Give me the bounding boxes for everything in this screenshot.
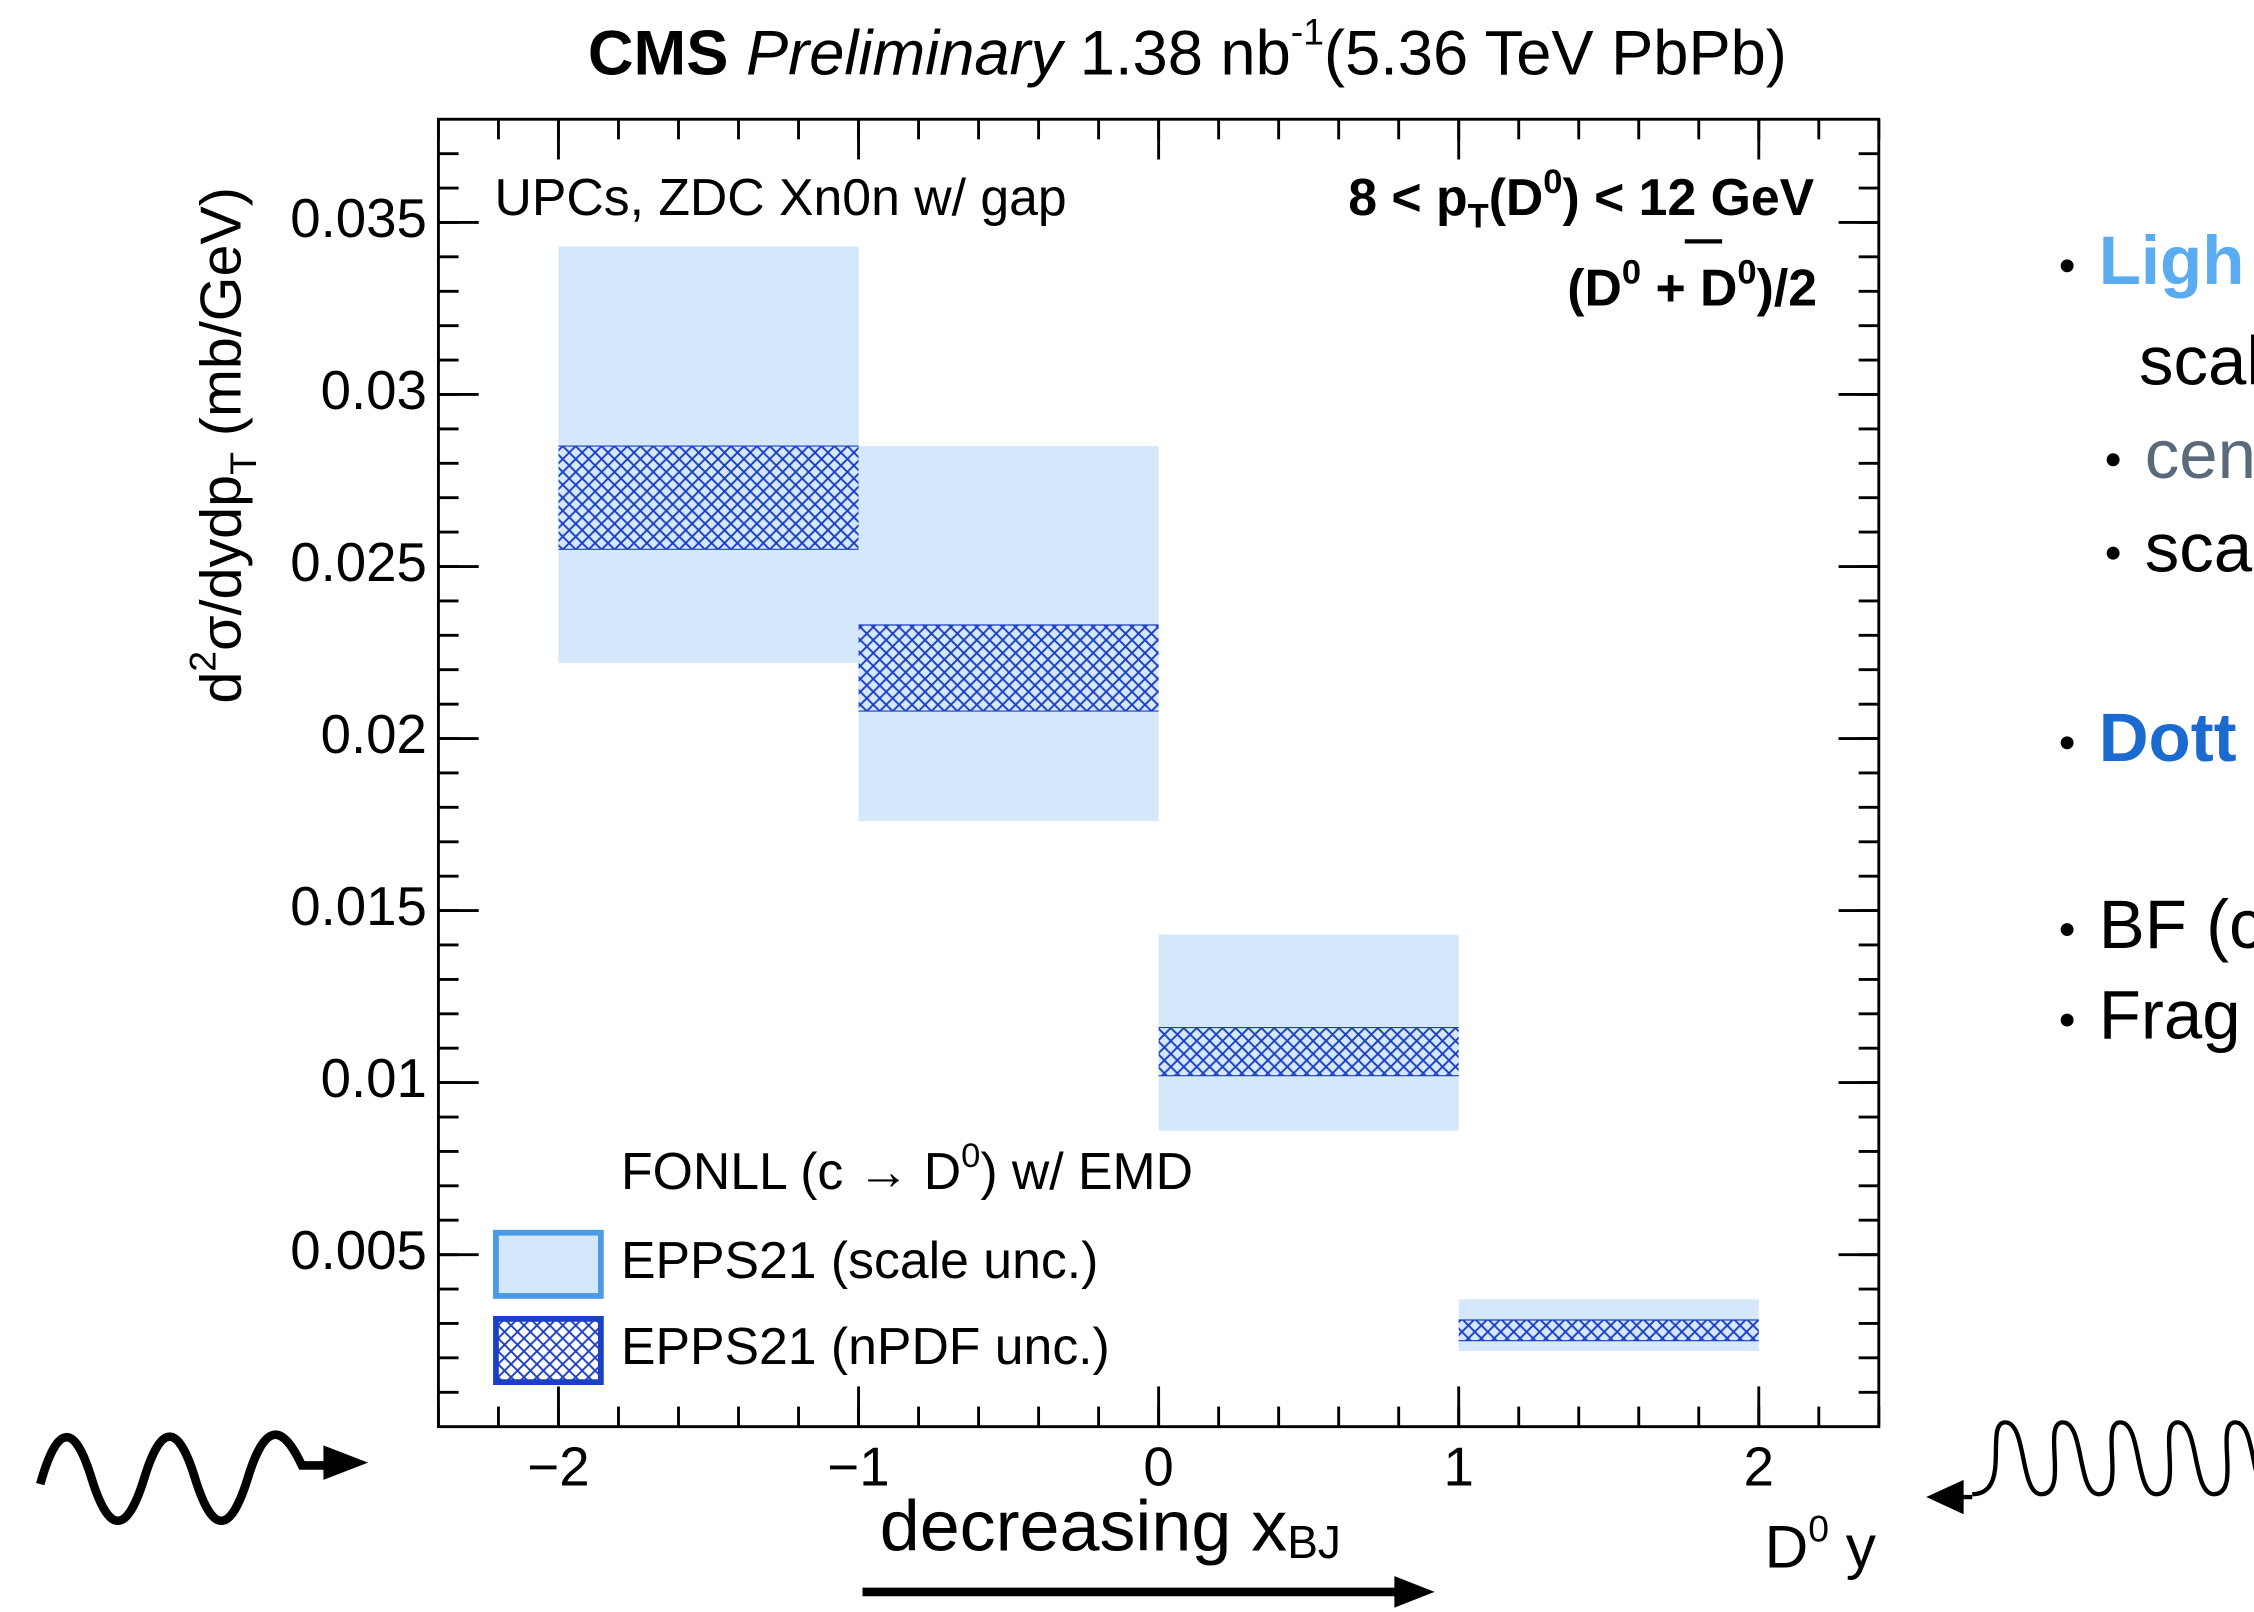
text-part: ) w/ EMD: [980, 1142, 1193, 1200]
y-axis-label: d2σ/dydpT (mb/GeV): [181, 187, 263, 704]
text-part: 0: [1543, 163, 1562, 201]
title-part: Preliminary: [746, 18, 1066, 88]
text-part: T: [1468, 197, 1489, 235]
annotation: decreasing xBJ: [880, 1487, 1341, 1569]
x-axis-label: D0 y: [1765, 1507, 1877, 1580]
text-part: d: [190, 672, 254, 704]
slide-text: Frag: [2099, 976, 2241, 1053]
title-part: (5.36 TeV PbPb): [1324, 18, 1787, 88]
text-part: (D: [1567, 258, 1622, 316]
title-part: 1.38 nb: [1080, 18, 1291, 88]
text-part: 0: [1737, 254, 1756, 292]
y-tick-label: 0.015: [290, 876, 427, 937]
slide-text: cen: [2145, 416, 2254, 493]
photon-icon: [36, 1430, 368, 1525]
slide-text: Ligh: [2099, 222, 2245, 299]
text-part: FONLL (c → D: [621, 1142, 961, 1200]
text-part: 0: [1622, 254, 1641, 292]
text-part: σ/dydp: [190, 475, 254, 651]
npdf-band: [1458, 1319, 1760, 1342]
text-part: (mb/GeV): [190, 187, 254, 452]
npdf-band: [857, 624, 1160, 712]
x-tick-label: −2: [527, 1437, 589, 1498]
y-tick-label: 0.025: [290, 532, 427, 593]
npdf-band: [1158, 1026, 1460, 1077]
x-tick-label: 2: [1744, 1437, 1774, 1498]
bullet: [2106, 546, 2120, 560]
text-part: 8 < p: [1348, 168, 1467, 226]
x-tick-label: 1: [1444, 1437, 1474, 1498]
text-part: D: [1700, 258, 1737, 316]
y-tick-label: 0.01: [321, 1048, 427, 1109]
title-part: -1: [1291, 10, 1324, 52]
legend-title: FONLL (c → D0) w/ EMD: [621, 1137, 1193, 1200]
bullet: [2060, 923, 2074, 937]
slide-text: scale: [2139, 323, 2254, 400]
text-part: +: [1641, 258, 1700, 316]
annotation: UPCs, ZDC Xn0n w/ gap: [495, 168, 1067, 226]
text-part: 0: [1808, 1507, 1829, 1549]
npdf-band: [557, 445, 860, 550]
y-tick-label: 0.03: [321, 360, 427, 421]
legend-label: EPPS21 (nPDF unc.): [621, 1317, 1110, 1375]
annotation: 8 < pT(D0) < 12 GeV: [1348, 163, 1814, 235]
bullet: [2060, 736, 2074, 750]
legend-swatch: [493, 1229, 604, 1299]
text-part: D: [1765, 1513, 1809, 1581]
y-tick-label: 0.005: [290, 1220, 427, 1281]
text-part: ) < 12 GeV: [1562, 168, 1814, 226]
text-part: T: [222, 452, 264, 475]
legend-label: EPPS21 (scale unc.): [621, 1231, 1098, 1289]
x-tick-label: 0: [1143, 1437, 1173, 1498]
bullet: [2106, 453, 2120, 467]
x-tick-label: −1: [827, 1437, 889, 1498]
slide-text: Dott: [2099, 699, 2237, 776]
text-part: 2: [181, 651, 223, 672]
chart-title: CMS Preliminary 1.38 nb-1(5.36 TeV PbPb): [588, 10, 1787, 88]
slide-text: BF (c: [2099, 886, 2254, 963]
text-part: y: [1829, 1513, 1877, 1581]
text-part: BJ: [1287, 1516, 1341, 1568]
text-part: )/2: [1757, 258, 1817, 316]
arrow: [862, 1576, 1435, 1608]
y-tick-label: 0.035: [290, 188, 427, 249]
bullet: [2060, 259, 2074, 273]
y-tick-label: 0.02: [321, 704, 427, 765]
annotation: (D0 + D0)/2: [1567, 254, 1817, 317]
title-part: CMS: [588, 18, 729, 88]
gluon-icon: [1926, 1420, 2254, 1515]
text-part: decreasing x: [880, 1487, 1288, 1567]
bullet: [2060, 1013, 2074, 1027]
legend-swatch: [493, 1316, 604, 1385]
text-part: (D: [1489, 168, 1544, 226]
slide-text: sca: [2145, 509, 2253, 586]
text-part: 0: [961, 1137, 980, 1175]
